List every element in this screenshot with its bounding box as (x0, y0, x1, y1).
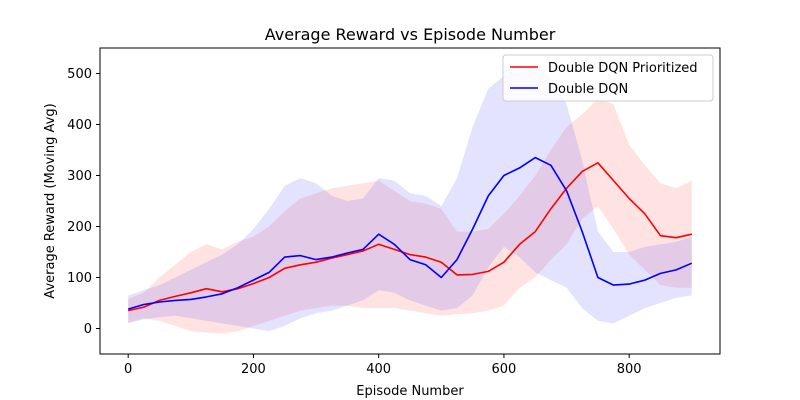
confidence-bands (128, 63, 692, 334)
y-tick-label: 400 (67, 118, 92, 133)
plot-area-frame (99, 47, 721, 355)
y-tick-label: 0 (84, 322, 92, 337)
x-tick-label: 0 (124, 362, 132, 377)
y-tick-label: 200 (67, 220, 92, 235)
x-tick-label: 200 (241, 362, 266, 377)
band-double-dqn (128, 63, 692, 332)
y-axis-label: Average Reward (Moving Avg) (43, 103, 58, 298)
x-tick-label: 800 (617, 362, 642, 377)
band-double-dqn-prioritized (128, 99, 692, 334)
x-axis-label: Episode Number (356, 384, 464, 399)
legend-label-double-dqn: Double DQN (548, 82, 628, 97)
legend: Double DQN Prioritized Double DQN (502, 54, 714, 102)
chart-title: Average Reward vs Episode Number (265, 25, 556, 44)
y-tick-label: 300 (67, 169, 92, 184)
x-tick-label: 400 (366, 362, 391, 377)
x-tick-label: 600 (492, 362, 517, 377)
series-lines (127, 156, 693, 312)
line-double-dqn-prioritized (128, 162, 692, 312)
line-double-dqn (127, 156, 693, 310)
x-axis-ticks: 0 200 400 600 800 (124, 354, 642, 377)
legend-label-double-dqn-prioritized: Double DQN Prioritized (548, 61, 698, 76)
y-tick-label: 100 (67, 271, 92, 286)
y-tick-label: 500 (67, 67, 92, 82)
y-axis-ticks: 0 100 200 300 400 500 (67, 67, 100, 337)
legend-box (502, 54, 714, 102)
